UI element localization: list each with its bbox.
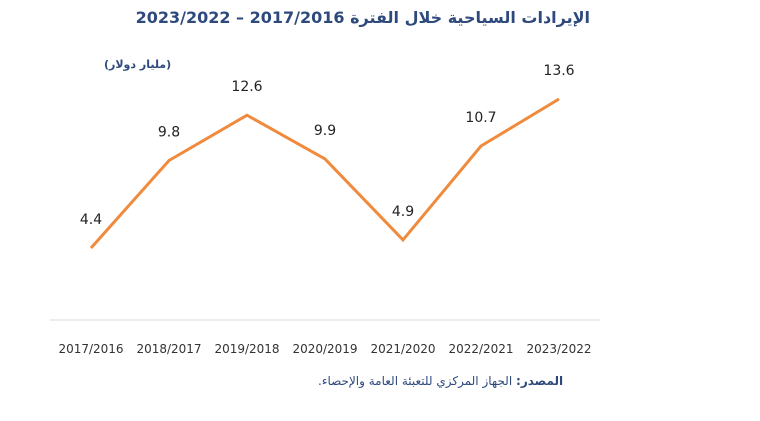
data-label: 10.7: [465, 110, 496, 126]
data-label: 9.9: [314, 123, 336, 139]
data-label: 4.4: [80, 212, 102, 228]
source-note: المصدر: الجهاز المركزي للتعبئة العامة وا…: [318, 374, 563, 388]
unit-label: (مليار دولار): [104, 58, 172, 71]
series-layer: [89, 97, 560, 249]
data-label: 4.9: [392, 204, 414, 220]
data-label: 13.6: [543, 63, 574, 79]
series-line: [89, 97, 560, 249]
x-tick-label: 2023/2022: [526, 342, 591, 356]
x-tick-label: 2022/2021: [448, 342, 513, 356]
data-label: 9.8: [158, 125, 180, 141]
x-tick-label: 2017/2016: [58, 342, 123, 356]
data-labels-layer: 4.4 9.8 12.6 9.9 4.9 10.7 13.6: [80, 63, 575, 228]
x-tick-label: 2020/2019: [292, 342, 357, 356]
x-tick-label: 2019/2018: [214, 342, 279, 356]
source-text: الجهاز المركزي للتعبئة العامة والإحصاء.: [318, 374, 513, 388]
source-label: المصدر:: [516, 374, 564, 388]
x-tick-label: 2021/2020: [370, 342, 435, 356]
chart-title: الإيرادات السياحية خلال الفترة 2017/2016…: [135, 8, 590, 27]
x-tick-label: 2018/2017: [136, 342, 201, 356]
data-label: 12.6: [231, 79, 262, 95]
x-tick-labels-layer: 2017/2016 2018/2017 2019/2018 2020/2019 2021…: [58, 342, 591, 356]
